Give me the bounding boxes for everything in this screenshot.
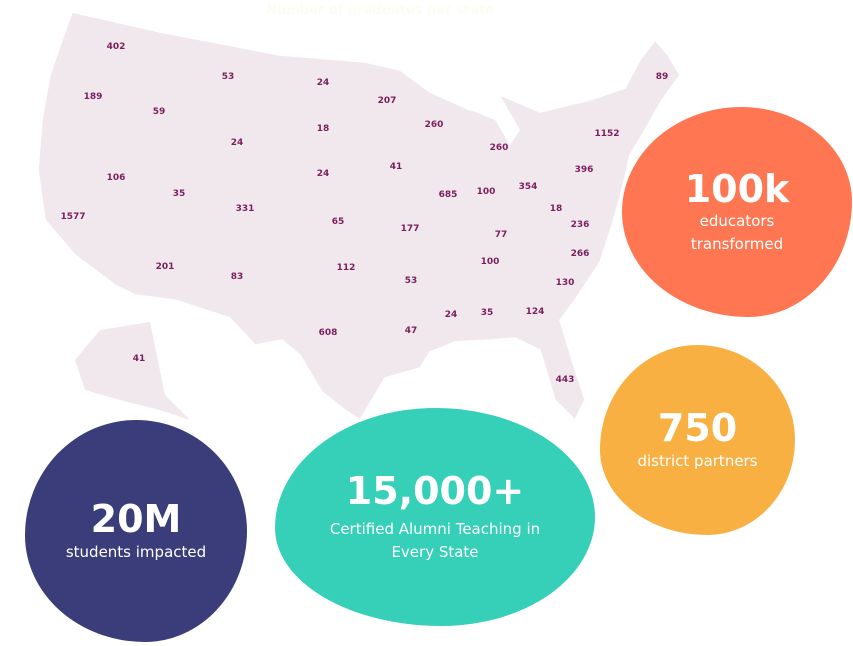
state-count: 53 (404, 276, 418, 286)
state-count: 18 (549, 204, 563, 214)
state-count: 1577 (60, 212, 86, 222)
state-count: 65 (331, 217, 345, 227)
stat-value: 15,000+ (345, 468, 525, 513)
state-count: 260 (424, 120, 444, 130)
stat-students: 20M students impacted (25, 420, 247, 642)
state-count: 1152 (594, 129, 620, 139)
stat-label: Certified Alumni Teaching in Every State (329, 520, 541, 561)
state-count: 83 (230, 272, 244, 282)
stat-alumni: 15,000+ Certified Alumni Teaching in Eve… (275, 408, 595, 626)
state-count: 189 (83, 92, 103, 102)
state-count: 35 (172, 189, 186, 199)
alaska-shape (75, 322, 190, 420)
state-count: 177 (400, 224, 420, 234)
stat-label: educators transformed (690, 212, 784, 253)
state-count: 112 (336, 263, 356, 273)
state-count: 685 (438, 190, 458, 200)
state-count: 207 (377, 96, 397, 106)
state-count: 201 (155, 262, 175, 272)
map-title: Number of graduates per state (266, 3, 494, 18)
state-count: 35 (480, 308, 494, 318)
state-count: 41 (132, 354, 146, 364)
state-count: 608 (318, 328, 338, 338)
state-count: 41 (389, 162, 403, 172)
state-count: 24 (316, 78, 330, 88)
great-lakes (470, 95, 520, 145)
state-count: 354 (518, 182, 538, 192)
state-count: 100 (476, 187, 496, 197)
state-count: 47 (404, 326, 418, 336)
contiguous-us-shape (37, 11, 681, 422)
state-count: 59 (152, 107, 166, 117)
state-count: 260 (489, 143, 509, 153)
state-count: 100 (480, 257, 500, 267)
state-count: 130 (555, 278, 575, 288)
stat-districts: 750 district partners (600, 345, 795, 535)
state-count: 236 (570, 220, 590, 230)
state-count: 396 (574, 165, 594, 175)
state-count: 331 (235, 204, 255, 214)
state-count: 124 (525, 307, 545, 317)
stat-value: 20M (90, 496, 182, 541)
state-count: 89 (655, 72, 669, 82)
state-count: 24 (316, 169, 330, 179)
stat-label: students impacted (65, 542, 207, 561)
state-count: 18 (316, 124, 330, 134)
stat-educators: 100k educators transformed (622, 107, 852, 317)
state-count: 24 (230, 138, 244, 148)
state-count: 53 (221, 72, 235, 82)
stat-value: 100k (684, 166, 790, 211)
state-count: 266 (570, 249, 590, 259)
state-count: 402 (106, 42, 126, 52)
stat-label: district partners (637, 451, 758, 470)
state-count: 77 (494, 230, 508, 240)
state-count: 24 (444, 310, 458, 320)
stat-value: 750 (657, 405, 738, 450)
state-count: 106 (106, 173, 126, 183)
state-count: 443 (555, 375, 575, 385)
